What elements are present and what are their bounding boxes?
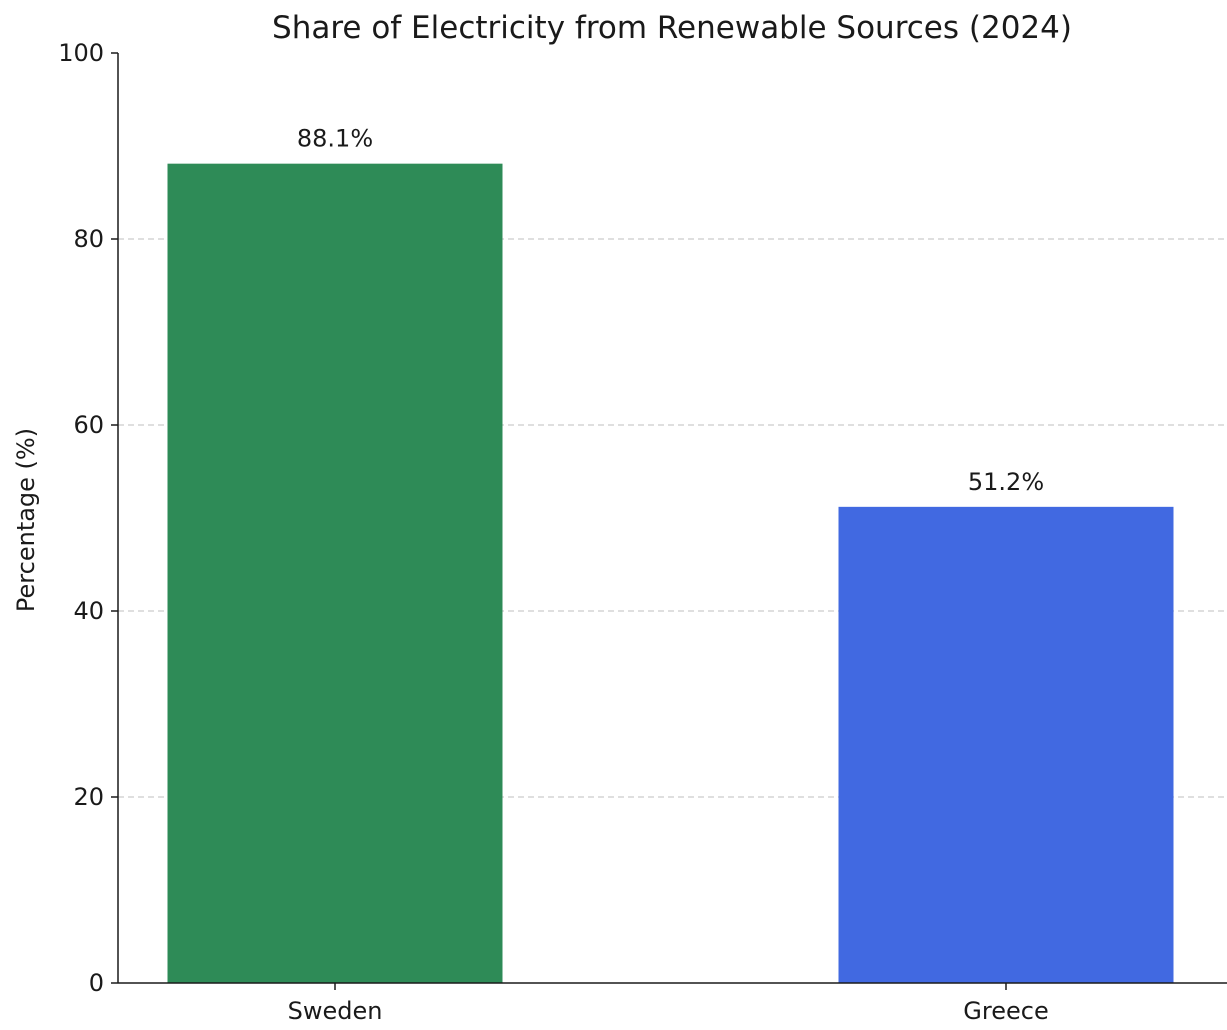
y-tick-label: 40: [73, 597, 104, 625]
y-tick-label: 20: [73, 783, 104, 811]
bar-sweden: [167, 163, 503, 984]
axes: Sweden Greece 0 20 40 60 80 100: [58, 39, 1227, 1025]
x-tick-label: Greece: [963, 997, 1048, 1025]
y-tick-label: 100: [58, 39, 104, 67]
data-label-sweden: 88.1%: [297, 125, 373, 153]
y-tick-label: 80: [73, 225, 104, 253]
y-axis-label: Percentage (%): [12, 428, 40, 612]
bars: [167, 163, 1174, 984]
data-label-greece: 51.2%: [968, 468, 1044, 496]
bar-greece: [838, 506, 1174, 983]
chart-title: Share of Electricity from Renewable Sour…: [272, 10, 1072, 46]
data-labels: 88.1% 51.2%: [297, 125, 1044, 496]
y-tick-label: 60: [73, 411, 104, 439]
x-tick-label: Sweden: [288, 997, 383, 1025]
y-tick-label: 0: [89, 969, 104, 997]
